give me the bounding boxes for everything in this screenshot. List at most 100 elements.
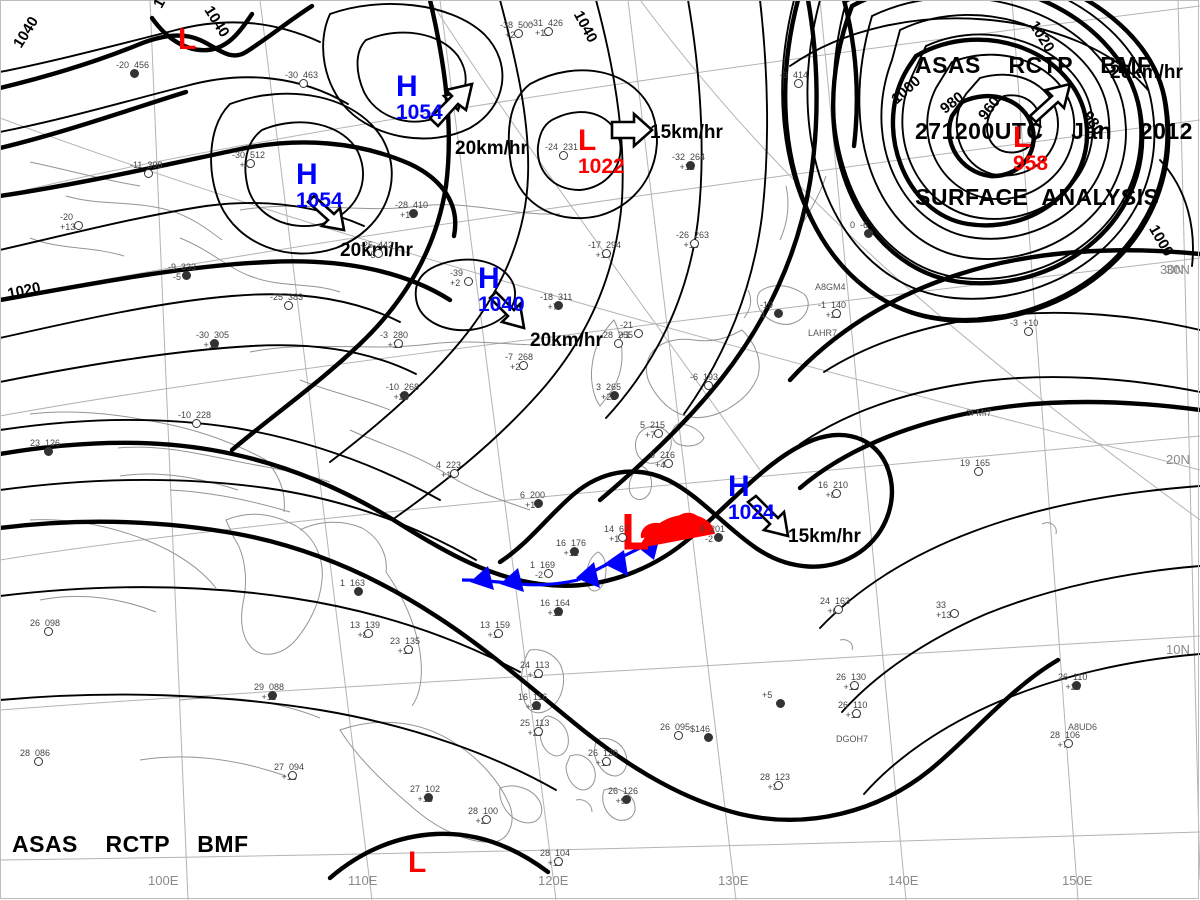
- station-plot: 0 -6: [850, 220, 869, 230]
- station-plot: 14 67 +1: [604, 524, 630, 544]
- station-plot: $146: [690, 724, 711, 734]
- station-circle: [44, 627, 53, 636]
- station-circle: [192, 419, 201, 428]
- station-circle: [974, 467, 983, 476]
- station-plot: -7 268 +23: [505, 352, 534, 372]
- station-circle: [664, 459, 673, 468]
- pressure-system-h-1024: H 1024: [728, 472, 775, 524]
- station-plot: 26 126 +9: [608, 786, 639, 806]
- station-plot: 19 165: [960, 458, 991, 468]
- station-plot: -24 231: [545, 142, 579, 152]
- pressure-value: 1040: [478, 293, 525, 316]
- pressure-value: 958: [1013, 152, 1049, 175]
- station-plot: -28 255: [600, 330, 634, 340]
- title-top-line2: 271200UTC Jan 2012: [915, 118, 1193, 144]
- station-plot: 28 086: [20, 748, 51, 758]
- station-plot: -9 414: [780, 70, 809, 80]
- pressure-value: 1054: [396, 101, 443, 124]
- station-plot: -3 +10: [1010, 318, 1039, 328]
- station-circle: [834, 605, 843, 614]
- station-circle: [144, 169, 153, 178]
- station-circle: [850, 681, 859, 690]
- station-circle: [614, 339, 623, 348]
- station-circle: [288, 771, 297, 780]
- station-circle: [404, 645, 413, 654]
- station-circle: [464, 277, 473, 286]
- station-circle: [364, 629, 373, 638]
- station-plot: -20 +13: [60, 212, 76, 232]
- station-circle: [654, 429, 663, 438]
- graticule-label: 20N: [1166, 452, 1190, 467]
- station-circle: [544, 27, 553, 36]
- station-plot: 33 +13: [936, 600, 952, 620]
- graticule-label: 110E: [348, 873, 378, 888]
- station-identifier: A8GM4: [815, 282, 846, 292]
- station-circle: [514, 29, 523, 38]
- motion-speed-label: 20km/hr: [530, 330, 603, 351]
- station-plot: 6 200 +18: [520, 490, 546, 510]
- station-circle: [494, 629, 503, 638]
- motion-arrows: [306, 82, 1072, 538]
- station-plot: 23 126: [30, 438, 61, 448]
- station-circle: [284, 301, 293, 310]
- station-identifier: 3FMI7: [966, 408, 992, 418]
- station-circle: [950, 609, 959, 618]
- graticule-label: 120E: [538, 873, 569, 888]
- station-plot: -18 311 +7: [540, 292, 573, 312]
- pressure-value: 1022: [578, 155, 625, 178]
- station-circle: [354, 587, 363, 596]
- motion-arrow-l958: [1028, 82, 1072, 124]
- station-circle: [704, 381, 713, 390]
- station-plot: -9 333 -5: [168, 262, 197, 282]
- station-circle: [74, 221, 83, 230]
- warm-front: [624, 512, 715, 550]
- motion-arrow-l1022: [610, 111, 654, 149]
- station-circle: [532, 701, 541, 710]
- low-symbol: L: [1013, 121, 1032, 154]
- station-circle: [1064, 739, 1073, 748]
- motion-arrow-h1040: [488, 290, 526, 330]
- station-plot: -20 456: [116, 60, 150, 70]
- station-circle: [424, 793, 433, 802]
- graticule-label: 130E: [718, 873, 749, 888]
- station-circle: [618, 533, 627, 542]
- station-plot: -28 410 +19: [395, 200, 429, 220]
- title-top-line1: ASAS RCTP BMF: [915, 52, 1152, 78]
- station-plot: -6 193: [690, 372, 719, 382]
- motion-speed-label: 20km/hr: [455, 138, 528, 159]
- motion-speed-label: 20km/hr: [1110, 62, 1183, 83]
- station-circle: [1024, 327, 1033, 336]
- pressure-value: 1024: [728, 501, 775, 524]
- high-symbol: H: [296, 158, 318, 191]
- station-circle: [686, 161, 695, 170]
- graticule-label: 150E: [1062, 873, 1093, 888]
- title-bottom-line1: ASAS RCTP BMF: [12, 831, 249, 857]
- station-circle: [864, 229, 873, 238]
- station-circle: [268, 691, 277, 700]
- station-circle: [400, 391, 409, 400]
- station-circle: [776, 699, 785, 708]
- station-circle: [374, 249, 383, 258]
- station-circle: [794, 79, 803, 88]
- station-circle: [704, 733, 713, 742]
- motion-speed-label: 15km/hr: [788, 526, 861, 547]
- motion-speed-label: 15km/hr: [650, 122, 723, 143]
- station-circle: [774, 309, 783, 318]
- station-plot: -21 +1: [620, 320, 634, 340]
- high-symbol: H: [396, 70, 418, 103]
- station-plot: 26 098: [30, 618, 61, 628]
- title-block-bottom: ASAS RCTP BMF 271200UTC Jan 2012 SURFACE…: [12, 793, 290, 900]
- station-circle: [852, 709, 861, 718]
- station-circle: [690, 239, 699, 248]
- station-circle: [246, 159, 255, 168]
- station-plot: -31 426 +11: [530, 18, 564, 38]
- station-plot: 4 223 +18: [436, 460, 462, 480]
- graticule-label: 10N: [1166, 642, 1190, 657]
- station-circle: [1072, 681, 1081, 690]
- station-plot: -25 442 -5: [360, 240, 394, 260]
- station-circle: [482, 815, 491, 824]
- pressure-system-h-1054: H 1054: [296, 160, 343, 212]
- coastlines: [29, 161, 1057, 843]
